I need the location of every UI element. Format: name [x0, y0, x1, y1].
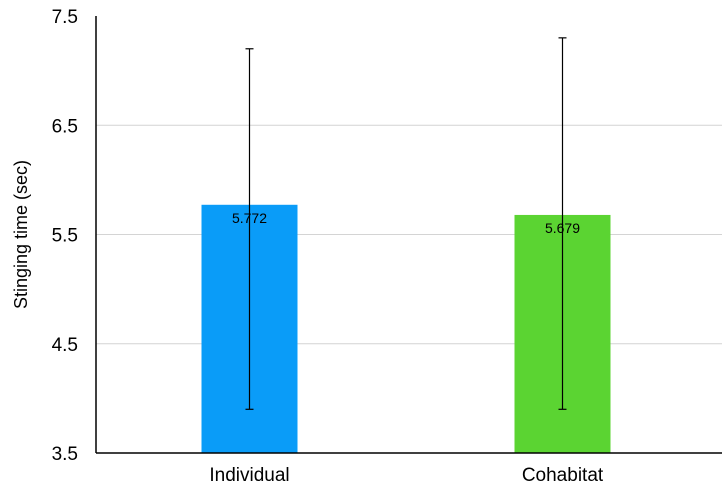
bars: [201, 204, 611, 453]
data-label: 5.772: [232, 210, 267, 226]
x-tick-label: Individual: [209, 465, 289, 486]
gridlines: [96, 124, 722, 345]
y-tick-label: 5.5: [52, 226, 78, 247]
error-bar: [245, 48, 254, 410]
x-tick-labels: Individual Cohabitat: [209, 465, 604, 486]
y-tick-label: 3.5: [52, 444, 78, 465]
y-tick-label: 4.5: [52, 335, 78, 356]
x-tick-label: Cohabitat: [522, 465, 604, 486]
value-labels: 5.772 5.679: [232, 210, 580, 236]
error-bars: [245, 37, 567, 410]
y-tick-label: 6.5: [52, 116, 78, 137]
y-axis-title: Stinging time (sec): [11, 160, 31, 309]
error-bar: [558, 37, 567, 410]
data-label: 5.679: [545, 220, 580, 236]
y-tick-label: 7.5: [52, 7, 78, 28]
y-tick-labels: 3.5 4.5 5.5 6.5 7.5: [52, 7, 78, 465]
